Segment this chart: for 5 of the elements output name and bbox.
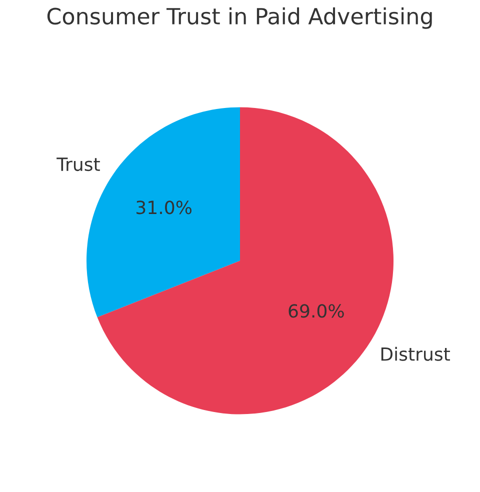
data-label: 69.0% <box>288 304 344 318</box>
slice-label: Trust <box>56 158 100 172</box>
chart-title: Consumer Trust in Paid Advertising <box>47 7 432 29</box>
data-label: 31.0% <box>136 200 192 214</box>
slice-label: Distrust <box>381 346 450 361</box>
